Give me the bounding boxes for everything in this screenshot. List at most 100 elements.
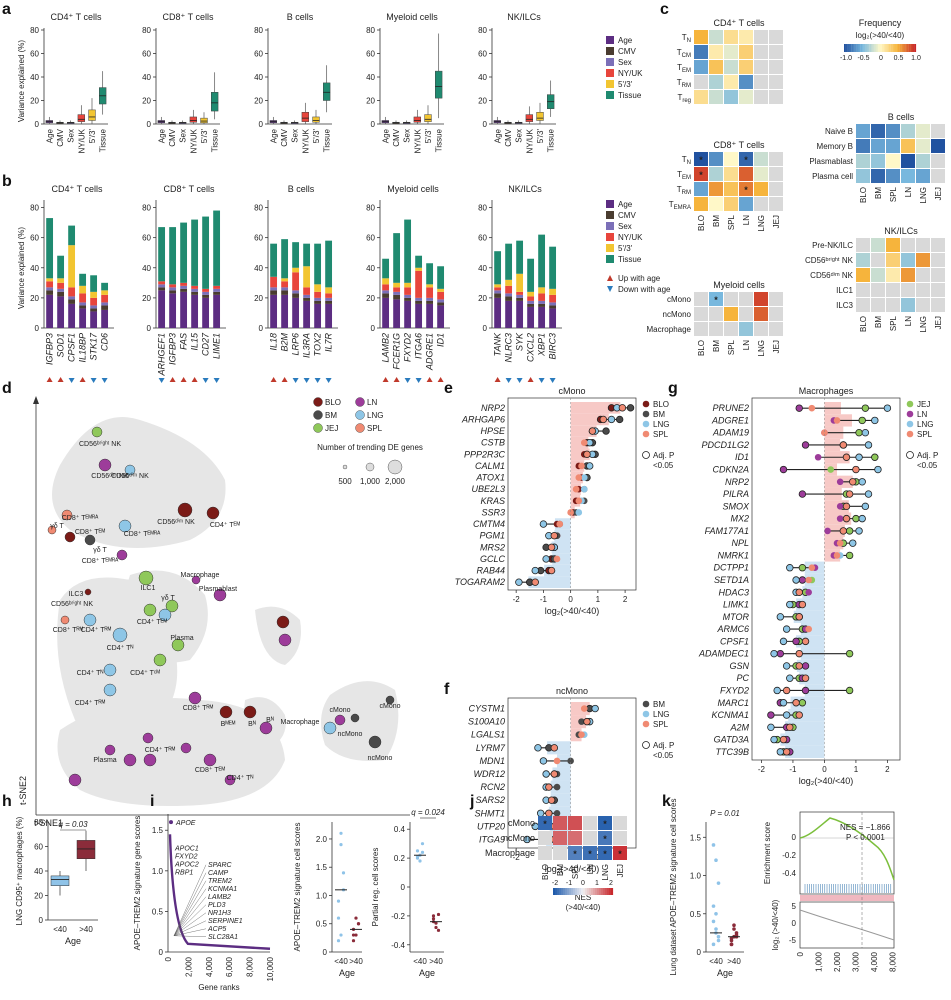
stacked-bar-segment	[191, 285, 199, 289]
cluster-point	[243, 705, 257, 719]
y-tick-label: 0	[697, 948, 702, 957]
gene-label: CALM1	[475, 461, 505, 471]
nes-cell	[613, 846, 627, 860]
gene-label: CMTM4	[473, 519, 505, 529]
es-tick-label: 0	[792, 833, 797, 842]
col-label: BLO	[541, 864, 550, 880]
cluster-point	[84, 588, 92, 596]
stacked-bar-segment	[393, 233, 401, 283]
heatmap-cell	[709, 75, 723, 89]
data-point	[874, 465, 882, 474]
cluster-point	[276, 615, 290, 629]
gene-label: UTP20	[477, 821, 505, 831]
y-tick-label: 1.5	[316, 863, 328, 872]
p-value-label: P = 0.01	[710, 809, 740, 818]
data-point	[827, 466, 835, 473]
x-tick-label: 4,000	[205, 956, 214, 977]
colorbar-step	[557, 888, 560, 895]
heatmap-cell	[709, 197, 723, 211]
heatmap-cell	[694, 292, 708, 306]
heatmap-cell	[856, 139, 870, 153]
y-tick-label: 60	[30, 50, 39, 59]
cell-type-label: CD4⁺ Tᴿᴹ	[75, 699, 106, 707]
gene-label: NR1H3	[208, 910, 231, 917]
x-tick-label-gene: IGFBP3	[168, 333, 178, 365]
partial-score-point	[420, 850, 425, 854]
data-point	[849, 539, 857, 547]
nes-cell	[583, 816, 597, 830]
data-point	[824, 527, 831, 535]
rank-xtick-label: 8,000	[889, 951, 898, 972]
cell-type-label: CD4⁺ Tᴱᴹ	[137, 618, 168, 626]
stacked-bar-segment	[79, 273, 87, 286]
colorbar-step	[874, 44, 877, 52]
cell-type-label: γδ T	[50, 523, 64, 530]
box-iqr	[77, 114, 85, 122]
data-point	[855, 527, 863, 535]
heatmap-cell	[901, 154, 915, 168]
nes-cell	[538, 846, 552, 860]
stacked-bar-segment	[79, 305, 87, 309]
cluster-point	[165, 599, 179, 613]
apoe-point	[169, 820, 173, 825]
stacked-bar-segment	[213, 291, 221, 295]
heatmap-cell	[871, 268, 885, 282]
down-arrow-icon	[549, 378, 556, 383]
x-tick-label: 2,000	[184, 956, 193, 977]
gene-label: FXYD2	[720, 685, 749, 695]
heatmap-cell	[886, 268, 900, 282]
cluster-point	[98, 458, 112, 472]
stacked-bar-segment	[303, 266, 311, 288]
x-tick-label: NY/UK	[301, 128, 310, 153]
col-label: JEJ	[772, 215, 781, 228]
data-point	[839, 441, 848, 449]
data-point	[580, 474, 588, 481]
data-point	[786, 674, 794, 682]
colorbar-step	[609, 888, 612, 895]
x-tick-label: Tissue	[435, 128, 444, 152]
gsea-p-label: P < 0.0001	[846, 833, 885, 842]
heatmap-cell	[916, 298, 930, 312]
colorbar-tick: -1	[566, 880, 572, 887]
down-arrow-icon	[516, 378, 523, 383]
legend-dot	[906, 400, 914, 408]
heatmap-cell	[739, 60, 753, 74]
gene-label: DCTPP1	[713, 563, 749, 573]
data-point	[542, 555, 550, 563]
stacked-bar-segment	[382, 278, 390, 285]
heatmap-cell	[724, 197, 738, 211]
stacked-bar-segment	[505, 293, 513, 297]
stacked-bar-segment	[46, 278, 54, 282]
partial-score-point	[418, 859, 422, 863]
stacked-bar-segment	[505, 296, 513, 301]
colorbar-step	[876, 44, 879, 52]
y-tick-label: 80	[366, 204, 375, 213]
rank-axis-label: log₂ (>40/<40)	[771, 899, 780, 950]
stacked-bar-segment	[415, 267, 423, 271]
data-point	[782, 748, 791, 756]
colorbar-step	[581, 888, 584, 895]
mean-shade-bar	[796, 635, 825, 648]
heatmap-cell	[754, 60, 768, 74]
heatmap-cell	[901, 238, 915, 252]
nes-cell	[613, 816, 627, 830]
mean-shade-bar	[570, 436, 589, 449]
stacked-bar-segment	[527, 303, 535, 307]
mean-shade-bar	[551, 541, 571, 554]
legend-dot	[642, 420, 650, 428]
nes-cell	[553, 831, 567, 845]
cell-score-point	[351, 933, 356, 937]
legend-sig-circle	[642, 741, 650, 749]
data-point	[776, 613, 785, 621]
legend-swatch	[606, 233, 614, 241]
cell-type-label: CD8⁺ Tᴱᴹᴿᴬ	[82, 557, 119, 565]
gene-label: ATOX1	[475, 473, 505, 483]
stacked-bar-segment	[538, 287, 546, 294]
colorbar-tick: -0.5	[857, 55, 869, 62]
cell-type-label: ncMono	[338, 731, 363, 738]
data-point	[845, 527, 854, 535]
x-tick-label-gene: BIRC3	[548, 333, 558, 360]
stacked-bar-segment	[46, 294, 54, 328]
x-tick-label: 0	[164, 956, 173, 961]
